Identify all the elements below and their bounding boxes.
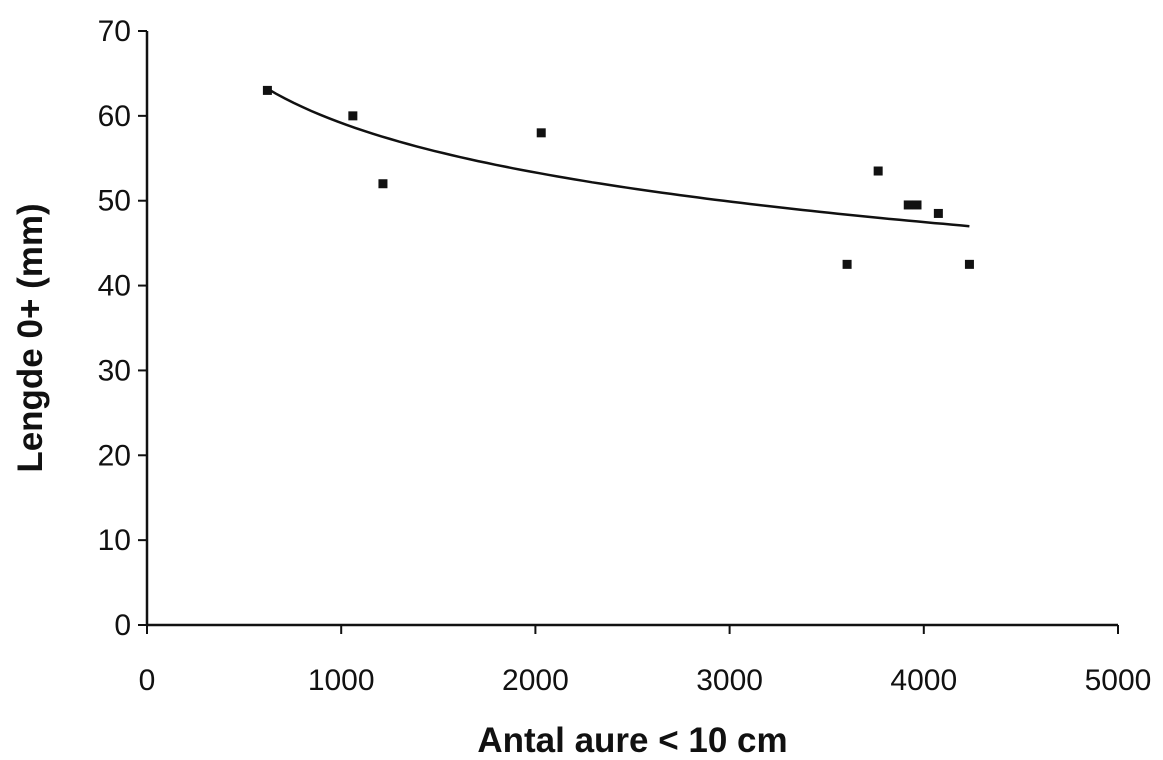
y-tick-label: 10 bbox=[98, 524, 131, 557]
data-point bbox=[348, 111, 358, 121]
data-point bbox=[873, 166, 883, 176]
data-point bbox=[912, 200, 922, 210]
data-point bbox=[536, 128, 546, 138]
y-ticks: 0 10 20 30 40 50 60 70 bbox=[98, 15, 147, 642]
data-point bbox=[262, 85, 272, 95]
y-tick-label: 60 bbox=[98, 100, 131, 133]
data-point bbox=[903, 200, 913, 210]
data-point bbox=[378, 179, 388, 189]
data-point bbox=[842, 259, 852, 269]
x-tick-label: 1000 bbox=[308, 664, 375, 697]
x-tick-label: 2000 bbox=[502, 664, 569, 697]
x-axis-title: Antal aure < 10 cm bbox=[477, 721, 787, 760]
x-tick-label: 0 bbox=[139, 664, 156, 697]
data-point bbox=[933, 208, 943, 218]
y-tick-label: 40 bbox=[98, 270, 131, 303]
trendline bbox=[266, 87, 970, 228]
y-tick-label: 20 bbox=[98, 439, 131, 472]
data-points bbox=[262, 85, 974, 269]
y-tick-label: 70 bbox=[98, 15, 131, 48]
y-axis-title: Lengde 0+ (mm) bbox=[11, 203, 50, 472]
y-tick-label: 50 bbox=[98, 185, 131, 218]
data-point bbox=[964, 259, 974, 269]
x-tick-label: 4000 bbox=[890, 664, 957, 697]
y-tick-label: 0 bbox=[114, 609, 131, 642]
x-tick-label: 3000 bbox=[696, 664, 763, 697]
x-ticks: 0 1000 2000 3000 4000 5000 bbox=[139, 625, 1152, 697]
y-tick-label: 30 bbox=[98, 354, 131, 387]
x-tick-label: 5000 bbox=[1085, 664, 1152, 697]
axes bbox=[145, 31, 1118, 627]
